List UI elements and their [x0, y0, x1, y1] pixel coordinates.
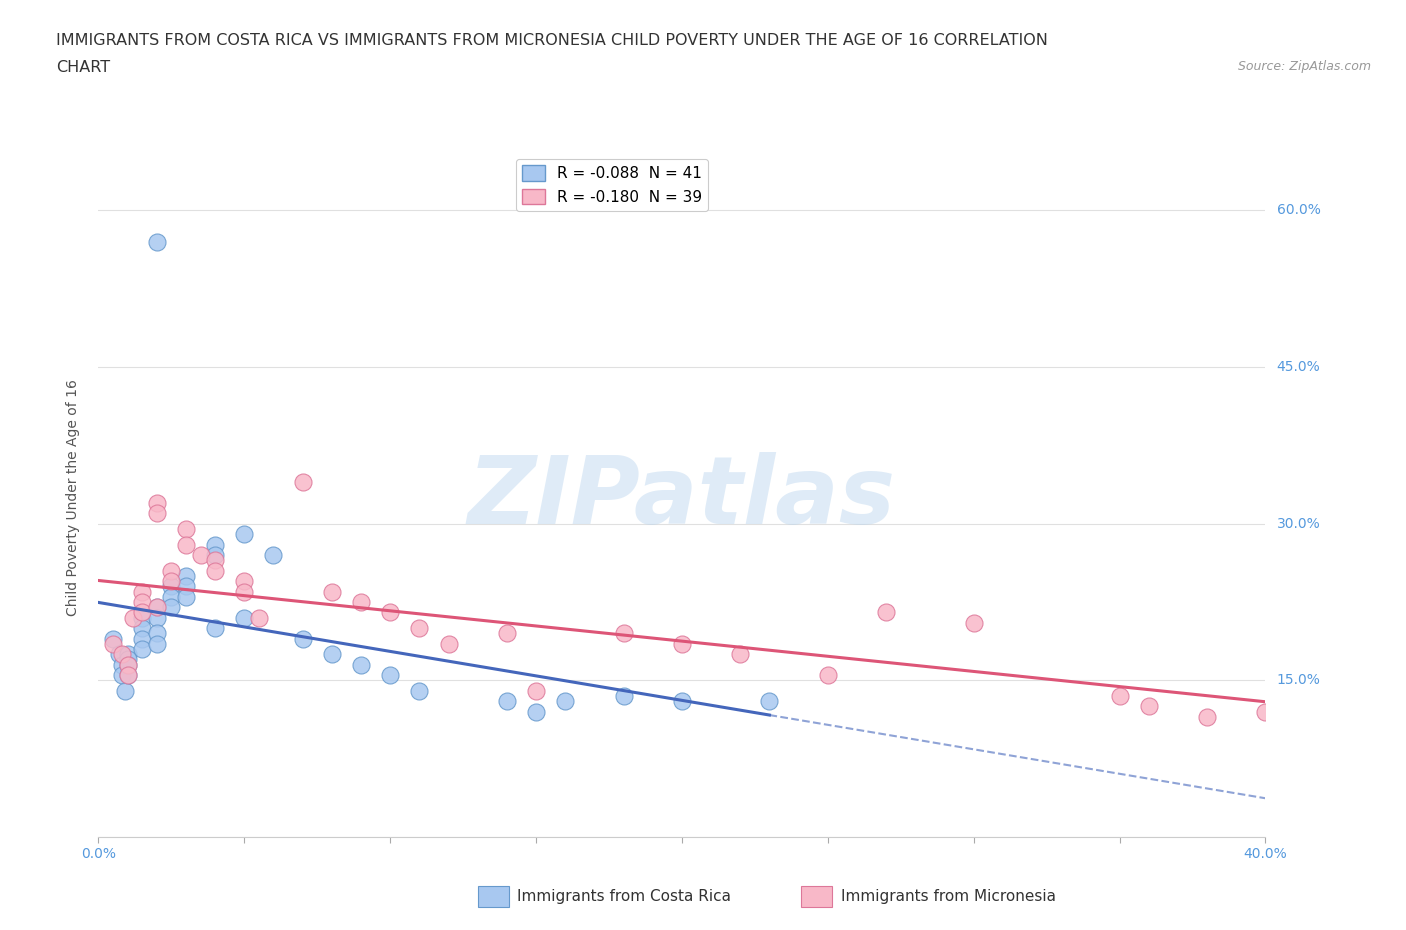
Point: [146, 506, 169, 521]
Point: [437, 636, 460, 651]
Point: [174, 522, 197, 537]
Text: 15.0%: 15.0%: [1277, 673, 1320, 687]
Point: [160, 564, 183, 578]
Point: [114, 684, 136, 698]
Point: [131, 584, 153, 599]
Text: 45.0%: 45.0%: [1277, 360, 1320, 374]
Point: [671, 636, 693, 651]
Point: [378, 668, 402, 683]
Point: [321, 646, 343, 661]
Point: [524, 684, 547, 698]
Point: [117, 652, 139, 667]
Point: [160, 600, 183, 615]
Point: [495, 626, 517, 641]
Point: [101, 636, 124, 651]
Point: [204, 548, 226, 563]
Point: [247, 610, 270, 625]
Point: [233, 526, 256, 541]
Point: [146, 600, 169, 615]
Point: [101, 631, 124, 646]
Point: [204, 538, 226, 552]
Point: [131, 610, 153, 625]
Text: Immigrants from Micronesia: Immigrants from Micronesia: [841, 889, 1056, 904]
Text: IMMIGRANTS FROM COSTA RICA VS IMMIGRANTS FROM MICRONESIA CHILD POVERTY UNDER THE: IMMIGRANTS FROM COSTA RICA VS IMMIGRANTS…: [56, 33, 1047, 47]
Point: [117, 668, 139, 683]
Point: [174, 568, 197, 583]
Point: [378, 605, 402, 620]
Point: [174, 538, 197, 552]
Point: [962, 616, 984, 631]
Point: [117, 668, 139, 683]
Point: [204, 552, 226, 567]
Point: [131, 620, 153, 635]
Point: [408, 684, 430, 698]
Point: [131, 631, 153, 646]
Point: [174, 590, 197, 604]
Point: [875, 605, 897, 620]
Point: [262, 548, 284, 563]
Point: [146, 610, 169, 625]
Point: [160, 590, 183, 604]
Point: [1137, 699, 1160, 714]
Point: [117, 646, 139, 661]
Point: [233, 574, 256, 589]
Point: [758, 694, 780, 709]
Point: [111, 646, 134, 661]
Text: 60.0%: 60.0%: [1277, 204, 1320, 218]
Point: [1195, 710, 1218, 724]
Point: [671, 694, 693, 709]
Point: [108, 646, 131, 661]
Point: [131, 594, 153, 609]
Point: [291, 474, 314, 489]
Point: [350, 594, 373, 609]
Point: [495, 694, 517, 709]
Point: [233, 610, 256, 625]
Point: [817, 668, 839, 683]
Point: [160, 578, 183, 593]
Point: [131, 605, 153, 620]
Point: [117, 658, 139, 672]
Point: [1108, 688, 1130, 703]
Point: [111, 658, 134, 672]
Text: CHART: CHART: [56, 60, 110, 75]
Point: [350, 658, 373, 672]
Point: [146, 234, 169, 249]
Point: [321, 584, 343, 599]
Text: Source: ZipAtlas.com: Source: ZipAtlas.com: [1237, 60, 1371, 73]
Point: [146, 626, 169, 641]
Point: [612, 688, 634, 703]
Point: [524, 704, 547, 719]
Point: [146, 600, 169, 615]
Text: 30.0%: 30.0%: [1277, 517, 1320, 531]
Text: Immigrants from Costa Rica: Immigrants from Costa Rica: [517, 889, 731, 904]
Point: [233, 584, 256, 599]
Point: [146, 636, 169, 651]
Point: [612, 626, 634, 641]
Point: [291, 631, 314, 646]
Text: ZIPatlas: ZIPatlas: [468, 452, 896, 543]
Point: [146, 496, 169, 511]
Point: [408, 620, 430, 635]
Point: [1254, 704, 1277, 719]
Point: [204, 620, 226, 635]
Point: [160, 574, 183, 589]
Y-axis label: Child Poverty Under the Age of 16: Child Poverty Under the Age of 16: [66, 379, 80, 616]
Point: [122, 610, 145, 625]
Point: [728, 646, 751, 661]
Legend: R = -0.088  N = 41, R = -0.180  N = 39: R = -0.088 N = 41, R = -0.180 N = 39: [516, 159, 709, 211]
Point: [117, 658, 139, 672]
Point: [190, 548, 212, 563]
Point: [111, 668, 134, 683]
Point: [554, 694, 576, 709]
Point: [174, 578, 197, 593]
Point: [204, 564, 226, 578]
Point: [131, 642, 153, 657]
